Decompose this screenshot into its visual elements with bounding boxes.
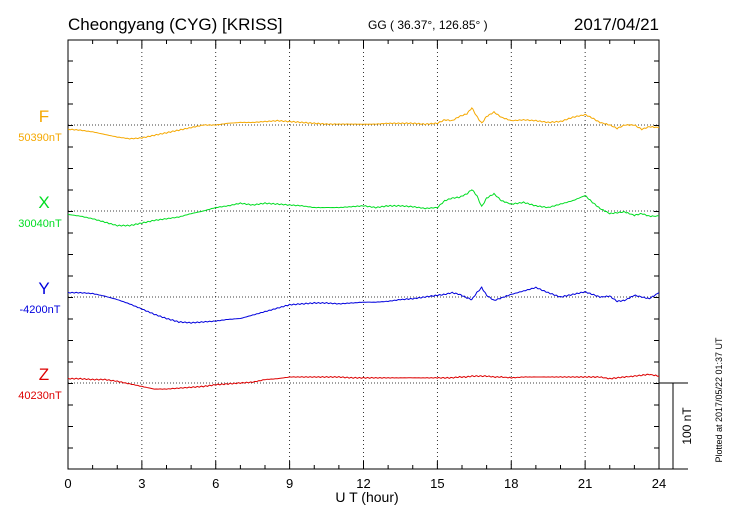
series-line-f — [67, 107, 660, 140]
x-tick-label: 6 — [212, 476, 219, 491]
series-baseline-x: 30040nT — [18, 218, 62, 230]
plotted-timestamp: Plotted at 2017/05/22 01:37 UT — [714, 337, 724, 463]
series-baseline-y: -4200nT — [20, 304, 61, 316]
series-line-z — [67, 373, 660, 390]
x-tick-label: 24 — [652, 476, 666, 491]
x-tick-label: 12 — [356, 476, 370, 491]
x-tick-label: 0 — [64, 476, 71, 491]
series-name-x: X — [38, 193, 49, 212]
series-line-x — [67, 189, 660, 227]
coordinates-label: GG ( 36.37°, 126.85° ) — [368, 18, 488, 32]
tick-marks — [67, 40, 660, 469]
x-tick-label: 9 — [286, 476, 293, 491]
x-tick-label: 21 — [578, 476, 592, 491]
x-tick-label: 18 — [504, 476, 518, 491]
series-name-f: F — [39, 107, 49, 126]
series-name-y: Y — [38, 279, 49, 298]
series-labels: F 50390nT X 30040nT Y -4200nT Z 40230nT — [18, 107, 62, 402]
series-baseline-z: 40230nT — [18, 390, 62, 402]
scale-bar: 100 nT — [659, 382, 694, 470]
series-baseline-f: 50390nT — [18, 132, 62, 144]
x-axis-label: U T (hour) — [335, 489, 398, 505]
series-lines — [67, 107, 660, 390]
x-tick-label: 15 — [430, 476, 444, 491]
date-label: 2017/04/21 — [574, 15, 659, 34]
grid-lines — [141, 40, 586, 469]
x-tick-label: 3 — [138, 476, 145, 491]
series-name-z: Z — [39, 365, 49, 384]
station-title: Cheongyang (CYG) [KRISS] — [68, 15, 282, 34]
series-line-y — [67, 286, 660, 324]
x-tick-labels: 0 3 6 9 12 15 18 21 24 — [64, 476, 666, 491]
scale-bar-label: 100 nT — [680, 407, 694, 445]
